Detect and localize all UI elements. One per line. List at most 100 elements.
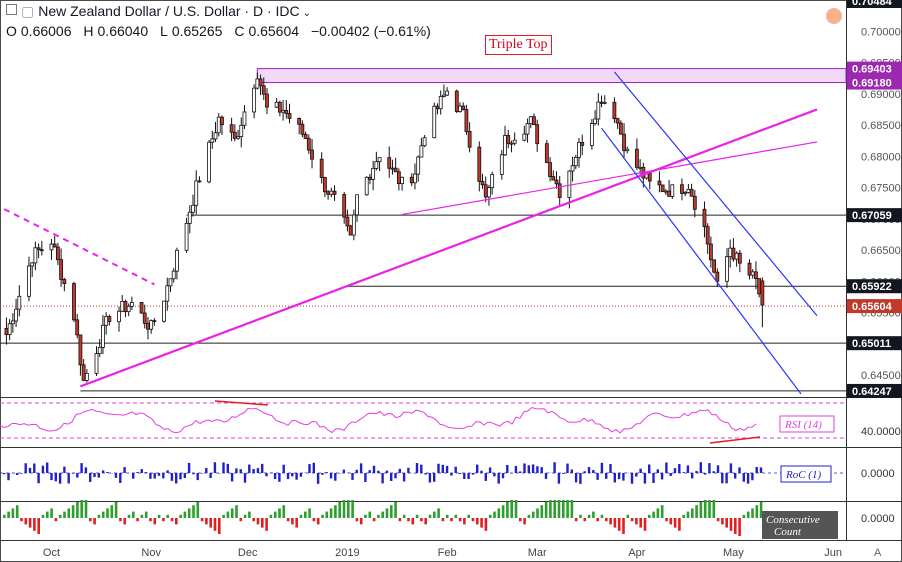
roc-bar: [226, 463, 229, 473]
roc-bar: [686, 465, 690, 473]
count-bar-up: [394, 502, 397, 518]
user-avatar[interactable]: [826, 8, 842, 24]
count-bar-up: [759, 502, 763, 518]
count-bar-down: [729, 518, 733, 531]
roc-bar: [261, 463, 264, 473]
candle-down: [506, 135, 511, 144]
candle-down: [757, 278, 762, 295]
count-bar-up: [50, 508, 53, 518]
count-bar-up: [570, 500, 574, 518]
count-bar-up: [377, 514, 380, 518]
candle-down: [548, 162, 552, 177]
roc-bar: [222, 462, 225, 473]
price-tag-bg: [847, 61, 902, 76]
roc-bar: [24, 463, 27, 473]
count-bar-up: [58, 514, 62, 518]
count-bar-up: [144, 511, 148, 518]
price-tag-bg: [847, 208, 902, 223]
candle-down: [197, 180, 202, 183]
count-bar-down: [175, 518, 178, 525]
roc-bar: [630, 473, 634, 484]
candle-up: [175, 249, 179, 272]
roc-bar: [639, 468, 642, 473]
candle-down: [660, 184, 665, 193]
count-bar-up: [41, 514, 45, 518]
candle-down: [435, 105, 440, 110]
candle-up: [390, 167, 395, 170]
price-tag: 0.70484: [852, 0, 893, 8]
roc-bar: [506, 464, 509, 473]
roc-bar: [256, 468, 260, 473]
price-tags: 0.70484 0.69403 0.69180 0.67059 0.65922 0.656…: [847, 0, 902, 398]
y-tick-label: 0.68500: [861, 120, 901, 132]
count-bar-down: [613, 518, 617, 528]
roc-bar: [338, 473, 341, 474]
roc-bar: [609, 464, 612, 473]
count-bar-down: [149, 518, 152, 522]
count-bar-up: [84, 500, 88, 518]
count-bar-down: [635, 518, 638, 525]
count-bar-down: [359, 518, 363, 525]
candle-up: [573, 157, 578, 167]
candle-up: [7, 323, 12, 336]
candle-down: [265, 93, 269, 108]
count-bar-down: [37, 518, 40, 534]
candle-up: [371, 168, 376, 180]
count-bar-up: [755, 505, 759, 518]
roc-bar: [751, 473, 754, 481]
candle-up: [589, 123, 594, 146]
candle-up: [329, 190, 334, 195]
count-bar-up: [192, 505, 195, 518]
candle-down: [4, 327, 9, 336]
roc-bar: [119, 473, 122, 483]
roc-bar: [488, 467, 492, 473]
roc-bar: [691, 473, 694, 479]
candle-up: [252, 87, 257, 113]
count-bar-up: [273, 511, 277, 518]
change-value: −0.00402 (−0.61%): [310, 23, 431, 39]
count-bar-down: [136, 518, 139, 522]
candle-up: [10, 320, 15, 325]
count-bar-down: [89, 518, 92, 522]
candle-up: [168, 278, 173, 287]
roc-bar: [282, 464, 285, 473]
roc-bar: [721, 473, 724, 484]
count-bar-up: [304, 511, 307, 518]
candle-down: [467, 131, 472, 148]
candle-down: [393, 167, 398, 173]
roc-bar: [364, 473, 367, 483]
candle-down: [332, 190, 337, 195]
count-bar-up: [235, 505, 238, 518]
count-bar-up: [278, 508, 281, 518]
roc-bar: [291, 473, 294, 477]
count-bar-up: [566, 500, 569, 518]
candle-down: [297, 118, 302, 125]
count-bar-up: [248, 511, 251, 518]
collapse-icon[interactable]: [6, 4, 17, 15]
count-bar-down: [33, 518, 36, 531]
count-bar-down: [678, 518, 681, 531]
count-bar-up: [347, 500, 350, 518]
candle-down: [342, 194, 347, 218]
roc-bar: [540, 467, 543, 473]
count-bar-down: [153, 518, 157, 525]
chevron-down-icon[interactable]: ⌄: [302, 8, 312, 19]
candle-up: [750, 271, 755, 276]
roc-bar: [583, 471, 586, 473]
count-bar-down: [734, 518, 737, 534]
count-bar-up: [390, 505, 393, 518]
count-bar-down: [398, 518, 402, 522]
chart-legend-title: ▢ New Zealand Dollar / U.S. Dollar · D · …: [6, 3, 311, 20]
candle-up: [165, 285, 170, 302]
roc-bar: [682, 472, 685, 473]
roc-bar: [544, 473, 548, 479]
pin-icon[interactable]: ▢: [21, 3, 35, 19]
count-bar-up: [656, 508, 660, 518]
count-bar-down: [286, 518, 290, 522]
candle-up: [525, 123, 530, 135]
candle-up: [638, 166, 643, 169]
roc-bar: [385, 470, 389, 473]
candle-down: [306, 138, 311, 151]
